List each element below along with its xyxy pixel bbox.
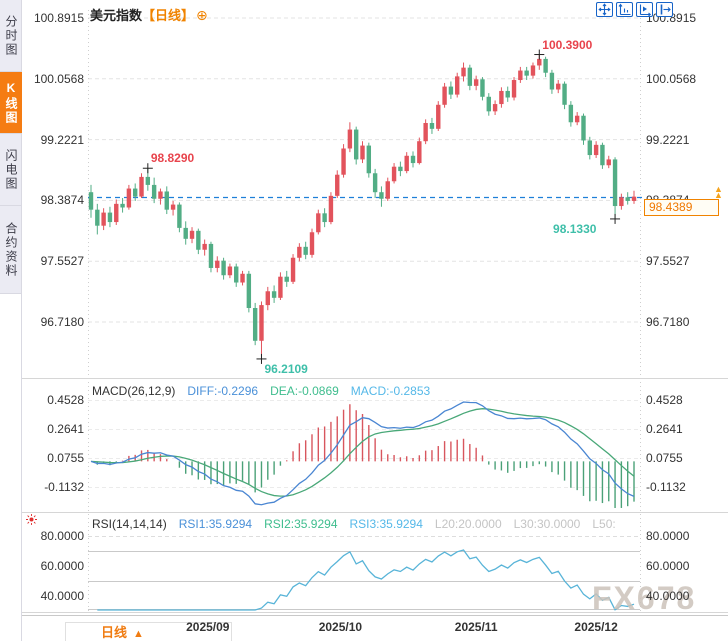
rsi2-value: RSI2:35.9294: [264, 517, 338, 531]
sidebar-tab-lightning-chart[interactable]: 闪电图: [0, 134, 22, 206]
sidebar-tab-label: 闪电图: [4, 148, 18, 191]
rsi-header: RSI(14,14,14) RSI1:35.9294 RSI2:35.9294 …: [92, 517, 616, 531]
indicator-settings-icon[interactable]: [25, 513, 38, 531]
period-label: 日线: [101, 625, 128, 640]
sidebar-tab-candlestick-chart[interactable]: K线图: [0, 72, 22, 134]
bottom-bar: 日线 ▲: [22, 615, 728, 641]
macd-title: MACD(26,12,9): [92, 384, 176, 398]
rsi3-value: RSI3:35.9294: [349, 517, 423, 531]
scroll-to-latest-button[interactable]: [656, 2, 673, 17]
sidebar-tab-label: 合约资料: [4, 221, 18, 278]
chart-toolbar: [596, 2, 673, 17]
chart-title: 美元指数【日线】 ⊕: [90, 5, 208, 24]
fit-price-axis-icon: [618, 3, 631, 16]
watermark: FX678: [592, 580, 697, 616]
sidebar-tab-list: 分时图 K线图 闪电图 合约资料: [0, 0, 22, 294]
macd-hist-value: MACD:-0.2853: [350, 384, 431, 398]
sidebar-tab-contract-info[interactable]: 合约资料: [0, 206, 22, 294]
rsi-title: RSI(14,14,14): [92, 517, 167, 531]
macd-dea-value: DEA:-0.0869: [270, 384, 339, 398]
rsi1-value: RSI1:35.9294: [178, 517, 253, 531]
symbol-name: 美元指数: [90, 8, 143, 23]
period-tag: 【日线】: [142, 8, 195, 23]
sidebar-tab-label: K线图: [4, 80, 18, 125]
fit-price-axis-button[interactable]: [616, 2, 633, 17]
fit-time-axis-icon: [639, 4, 651, 16]
period-arrow-icon: ▲: [133, 628, 144, 640]
period-selector-button[interactable]: 日线 ▲: [65, 622, 232, 641]
fit-time-axis-button[interactable]: [636, 2, 653, 17]
scroll-to-latest-icon: [660, 4, 671, 15]
rsi-l30-value: L30:30.0000: [513, 517, 581, 531]
sidebar-tab-time-chart[interactable]: 分时图: [0, 0, 22, 72]
price-up-arrows-icon: ▲ ▲: [714, 183, 723, 200]
macd-diff-value: DIFF:-0.2296: [187, 384, 259, 398]
sidebar-tab-label: 分时图: [4, 14, 18, 57]
move-chart-icon: [598, 3, 611, 16]
add-indicator-icon[interactable]: ⊕: [196, 7, 208, 23]
rsi-l20-value: L20:20.0000: [434, 517, 502, 531]
rsi-l50-value: L50:: [592, 517, 616, 531]
current-price-box: 98.4389: [644, 198, 719, 216]
macd-header: MACD(26,12,9) DIFF:-0.2296 DEA:-0.0869 M…: [92, 384, 430, 398]
move-chart-button[interactable]: [596, 2, 613, 17]
sidebar: 分时图 K线图 闪电图 合约资料: [0, 0, 22, 641]
